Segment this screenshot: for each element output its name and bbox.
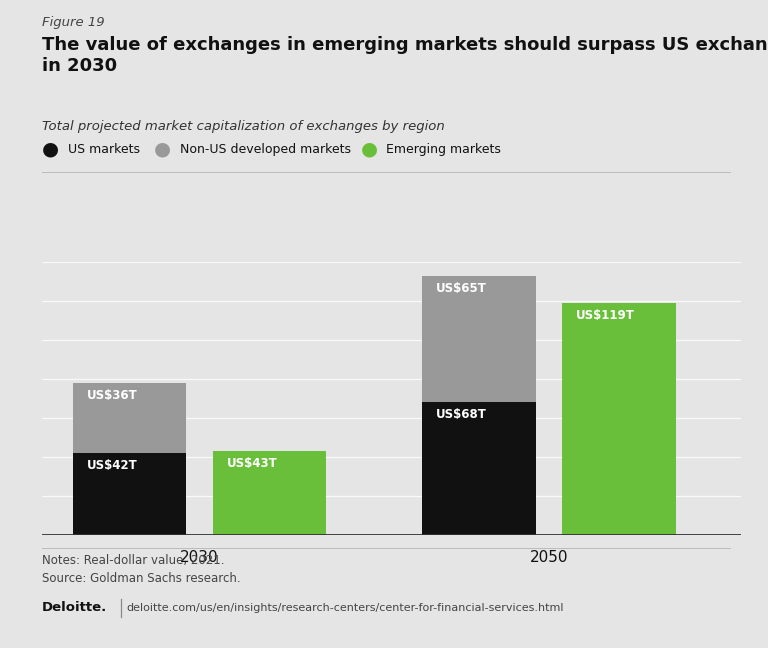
Bar xyxy=(73,453,187,535)
Bar xyxy=(73,383,187,453)
Text: Total projected market capitalization of exchanges by region: Total projected market capitalization of… xyxy=(42,120,445,133)
Text: ●: ● xyxy=(42,139,59,159)
Text: Non-US developed markets: Non-US developed markets xyxy=(180,143,351,156)
Text: US$42T: US$42T xyxy=(87,459,137,472)
Text: Emerging markets: Emerging markets xyxy=(386,143,502,156)
Bar xyxy=(422,402,536,535)
Text: US$119T: US$119T xyxy=(576,309,635,322)
Text: ●: ● xyxy=(361,139,378,159)
Text: ●: ● xyxy=(154,139,171,159)
Text: Deloitte.: Deloitte. xyxy=(42,601,108,614)
Text: US$65T: US$65T xyxy=(436,282,487,295)
Bar xyxy=(562,303,676,535)
Text: US markets: US markets xyxy=(68,143,140,156)
Text: The value of exchanges in emerging markets should surpass US exchanges
in 2030: The value of exchanges in emerging marke… xyxy=(42,36,768,75)
Text: 2030: 2030 xyxy=(180,550,219,565)
Text: Source: Goldman Sachs research.: Source: Goldman Sachs research. xyxy=(42,572,241,584)
Text: deloitte.com/us/en/insights/research-centers/center-for-financial-services.html: deloitte.com/us/en/insights/research-cen… xyxy=(127,603,564,613)
Text: Notes: Real-dollar value, 2021.: Notes: Real-dollar value, 2021. xyxy=(42,554,225,567)
Text: US$68T: US$68T xyxy=(436,408,487,421)
Text: US$43T: US$43T xyxy=(227,457,277,470)
Text: US$36T: US$36T xyxy=(87,389,137,402)
Bar xyxy=(422,276,536,402)
Text: 2050: 2050 xyxy=(530,550,568,565)
Text: Figure 19: Figure 19 xyxy=(42,16,105,29)
Bar xyxy=(213,451,326,535)
